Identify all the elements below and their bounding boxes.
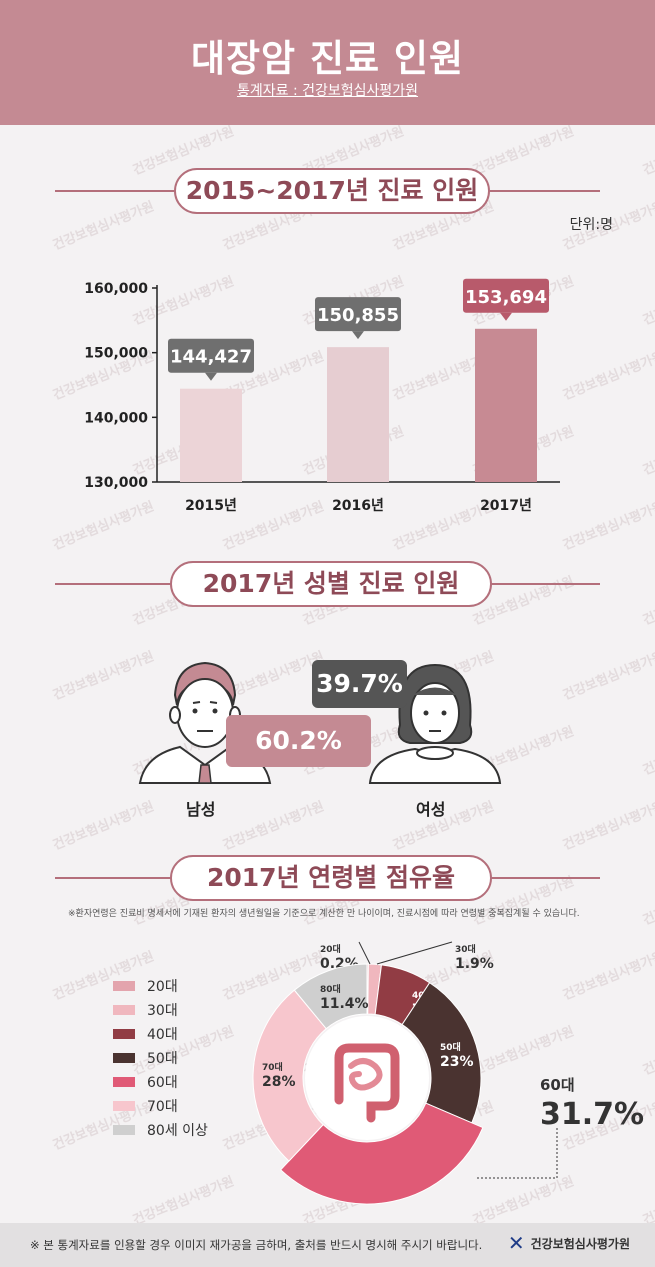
data-label: 153,694	[465, 287, 547, 308]
watermark-text: 건강보험심사평가원	[561, 649, 655, 704]
data-label: 150,855	[317, 305, 399, 326]
legend-item: 20대	[113, 974, 208, 998]
legend-label: 50대	[147, 1051, 178, 1067]
x-tick-label: 2017년	[480, 498, 532, 514]
slice-name-label: 30대	[455, 943, 476, 955]
legend-label: 40대	[147, 1027, 178, 1043]
female-label: 여성	[416, 800, 446, 819]
footer-text: ※ 본 통계자료를 인용할 경우 이미지 재가공을 금하며, 출처를 반드시 명…	[30, 1238, 483, 1252]
female-figure-icon	[368, 663, 502, 784]
x-tick-label: 2015년	[185, 498, 237, 514]
y-tick-label: 150,000	[84, 346, 148, 362]
legend-label: 20대	[147, 979, 178, 995]
bubble-pointer	[500, 312, 512, 321]
y-tick-label: 130,000	[84, 475, 148, 491]
slice-name-label: 60대	[540, 1076, 575, 1094]
slice-name-label: 50대	[440, 1041, 461, 1053]
bubble-pointer	[352, 331, 364, 340]
slice-name-label: 20대	[320, 943, 341, 955]
watermark-text: 건강보험심사평가원	[641, 124, 655, 179]
data-label: 144,427	[170, 347, 252, 368]
watermark-text: 건강보험심사평가원	[641, 874, 655, 929]
footer-logo: ✕ 건강보험심사평가원	[507, 1231, 630, 1255]
data-label-bubble	[168, 338, 254, 373]
section3-title: 2017년 연령별 점유율	[170, 855, 492, 901]
watermark-text: 건강보험심사평가원	[641, 724, 655, 779]
watermark-text: 건강보험심사평가원	[221, 799, 327, 854]
leader-line	[477, 1128, 558, 1179]
page-title: 대장암 진료 인원	[190, 37, 465, 80]
legend-item: 70대	[113, 1094, 208, 1118]
legend-swatch	[113, 1053, 135, 1063]
x-tick-label: 2016년	[332, 498, 384, 514]
slice-value-label: 1.9%	[455, 956, 494, 972]
legend-label: 60대	[147, 1075, 178, 1091]
male-label: 남성	[186, 800, 216, 819]
section1-title: 2015~2017년 진료 인원	[174, 168, 490, 214]
section2-title: 2017년 성별 진료 인원	[170, 561, 492, 607]
watermark-text: 건강보험심사평가원	[51, 799, 157, 854]
header-banner: 대장암 진료 인원 통계자료 : 건강보험심사평가원	[0, 0, 655, 125]
legend-item: 60대	[113, 1070, 208, 1094]
pie-slice	[280, 1102, 484, 1205]
data-label-bubble	[315, 297, 401, 332]
intestine-icon	[334, 1043, 400, 1123]
legend-swatch	[113, 1101, 135, 1111]
bubble-pointer	[205, 372, 217, 381]
pie-slice	[252, 989, 327, 1162]
footer: ※ 본 통계자료를 인용할 경우 이미지 재가공을 금하며, 출처를 반드시 명…	[0, 1223, 655, 1267]
male-percent-bubble: 60.2%	[226, 715, 371, 767]
leader-line	[358, 941, 371, 965]
bar-chart: 130,000 140,000 150,000 160,000 2015년 144,427…	[84, 278, 560, 514]
y-tick-label: 160,000	[84, 281, 148, 297]
bar	[327, 347, 389, 482]
legend-item: 80세 이상	[113, 1118, 208, 1142]
watermark-text: 건강보험심사평가원	[561, 799, 655, 854]
legend-swatch	[113, 1125, 135, 1135]
legend-item: 40대	[113, 1022, 208, 1046]
y-tick-label: 140,000	[84, 410, 148, 426]
slice-name-label: 70대	[262, 1061, 283, 1073]
leader-line	[376, 941, 453, 965]
watermark-text: 건강보험심사평가원	[471, 124, 577, 179]
legend-item: 30대	[113, 998, 208, 1022]
legend-label: 30대	[147, 1003, 178, 1019]
source-subtitle: 통계자료 : 건강보험심사평가원	[236, 83, 419, 99]
data-label-bubble	[463, 278, 549, 313]
slice-name-label: 80대	[320, 983, 341, 995]
legend-label: 80세 이상	[147, 1123, 208, 1139]
female-percent-bubble: 39.7%	[312, 660, 407, 708]
slice-value-label: 28%	[262, 1074, 296, 1090]
bar	[180, 388, 242, 482]
watermark-text: 건강보험심사평가원	[641, 574, 655, 629]
slice-value-label: 31.7%	[540, 1097, 644, 1132]
donut-hole	[305, 1016, 429, 1140]
legend-swatch	[113, 1029, 135, 1039]
age-note: ※환자연령은 진료비 명세서에 기재된 환자의 생년월일을 기준으로 계산한 만…	[68, 909, 580, 919]
legend-item: 50대	[113, 1046, 208, 1070]
unit-label: 단위:명	[569, 217, 613, 233]
bar	[475, 328, 537, 482]
age-legend: 20대 30대 40대 50대 60대 70대 80세 이상	[113, 974, 208, 1142]
slice-value-label: 11.4%	[320, 996, 369, 1012]
legend-swatch	[113, 1005, 135, 1015]
logo-icon: ✕	[507, 1231, 525, 1255]
legend-swatch	[113, 1077, 135, 1087]
pie-slice	[293, 963, 368, 1030]
slice-value-label: 23%	[440, 1054, 474, 1070]
legend-swatch	[113, 981, 135, 991]
legend-label: 70대	[147, 1099, 178, 1115]
donut-chart: 20대0.2%30대1.9%40대7.5%50대23%60대31.7%70대28…	[252, 941, 644, 1205]
